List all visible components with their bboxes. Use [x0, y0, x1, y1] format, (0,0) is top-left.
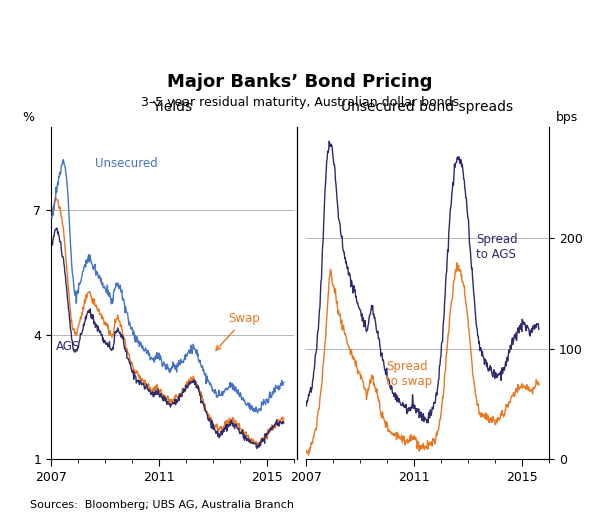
- Text: Major Banks’ Bond Pricing: Major Banks’ Bond Pricing: [167, 73, 433, 91]
- Text: %: %: [22, 111, 34, 124]
- Text: Unsecured: Unsecured: [95, 157, 157, 170]
- Text: Unsecured bond spreads: Unsecured bond spreads: [341, 100, 514, 114]
- Text: Swap: Swap: [216, 312, 260, 350]
- Text: Spread
to AGS: Spread to AGS: [476, 234, 518, 262]
- Text: Spread
to swap: Spread to swap: [386, 360, 433, 388]
- Text: Yields: Yields: [152, 100, 193, 114]
- Text: Sources:  Bloomberg; UBS AG, Australia Branch: Sources: Bloomberg; UBS AG, Australia Br…: [30, 500, 294, 510]
- Text: AGS: AGS: [56, 340, 80, 353]
- Text: bps: bps: [556, 111, 578, 124]
- Text: 3–5 year residual maturity, Australian dollar bonds: 3–5 year residual maturity, Australian d…: [141, 96, 459, 109]
